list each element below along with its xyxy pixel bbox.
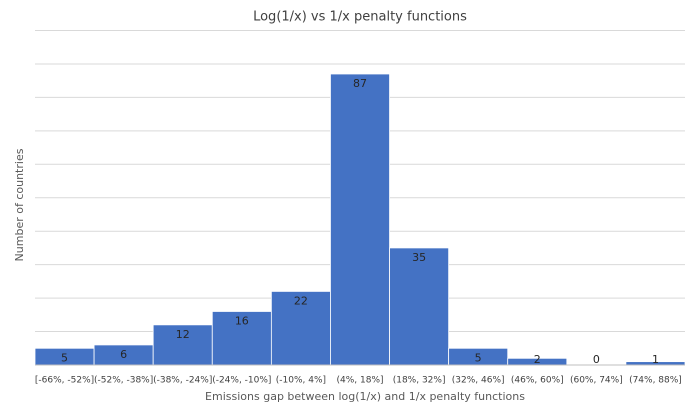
x-tick-label: (-52%, -38%] bbox=[94, 376, 153, 386]
data-label: 35 bbox=[412, 251, 426, 264]
x-tick-label: (-24%, -10%] bbox=[212, 376, 271, 386]
x-tick-label: (32%, 46%] bbox=[452, 376, 505, 386]
data-label: 6 bbox=[120, 348, 127, 361]
data-label: 12 bbox=[176, 328, 190, 341]
x-tick-label: [-66%, -52%] bbox=[35, 376, 94, 386]
bar bbox=[211, 311, 272, 366]
x-tick-label: (4%, 18%] bbox=[336, 376, 383, 386]
data-label: 5 bbox=[61, 351, 68, 364]
x-tick-label: (46%, 60%] bbox=[511, 376, 564, 386]
bar bbox=[330, 73, 390, 366]
bar bbox=[152, 324, 213, 366]
x-tick-label: (60%, 74%] bbox=[570, 376, 623, 386]
data-label: 16 bbox=[235, 314, 249, 327]
chart-title: Log(1/x) vs 1/x penalty functions bbox=[253, 10, 467, 25]
data-label: 0 bbox=[593, 353, 600, 366]
bar bbox=[270, 291, 331, 366]
data-label: 1 bbox=[652, 353, 659, 366]
data-label: 22 bbox=[294, 294, 308, 307]
x-axis-title: Emissions gap between log(1/x) and 1/x p… bbox=[205, 390, 525, 403]
data-label: 2 bbox=[534, 353, 541, 366]
data-label: 5 bbox=[475, 351, 482, 364]
x-tick-label: (-38%, -24%] bbox=[153, 376, 212, 386]
x-tick-label: (-10%, 4%] bbox=[276, 376, 326, 386]
bar bbox=[389, 247, 450, 366]
x-tick-label: (74%, 88%] bbox=[629, 376, 682, 386]
x-tick-label: (18%, 32%] bbox=[393, 376, 446, 386]
data-label: 87 bbox=[353, 77, 367, 90]
y-axis-title: Number of countries bbox=[13, 148, 26, 261]
